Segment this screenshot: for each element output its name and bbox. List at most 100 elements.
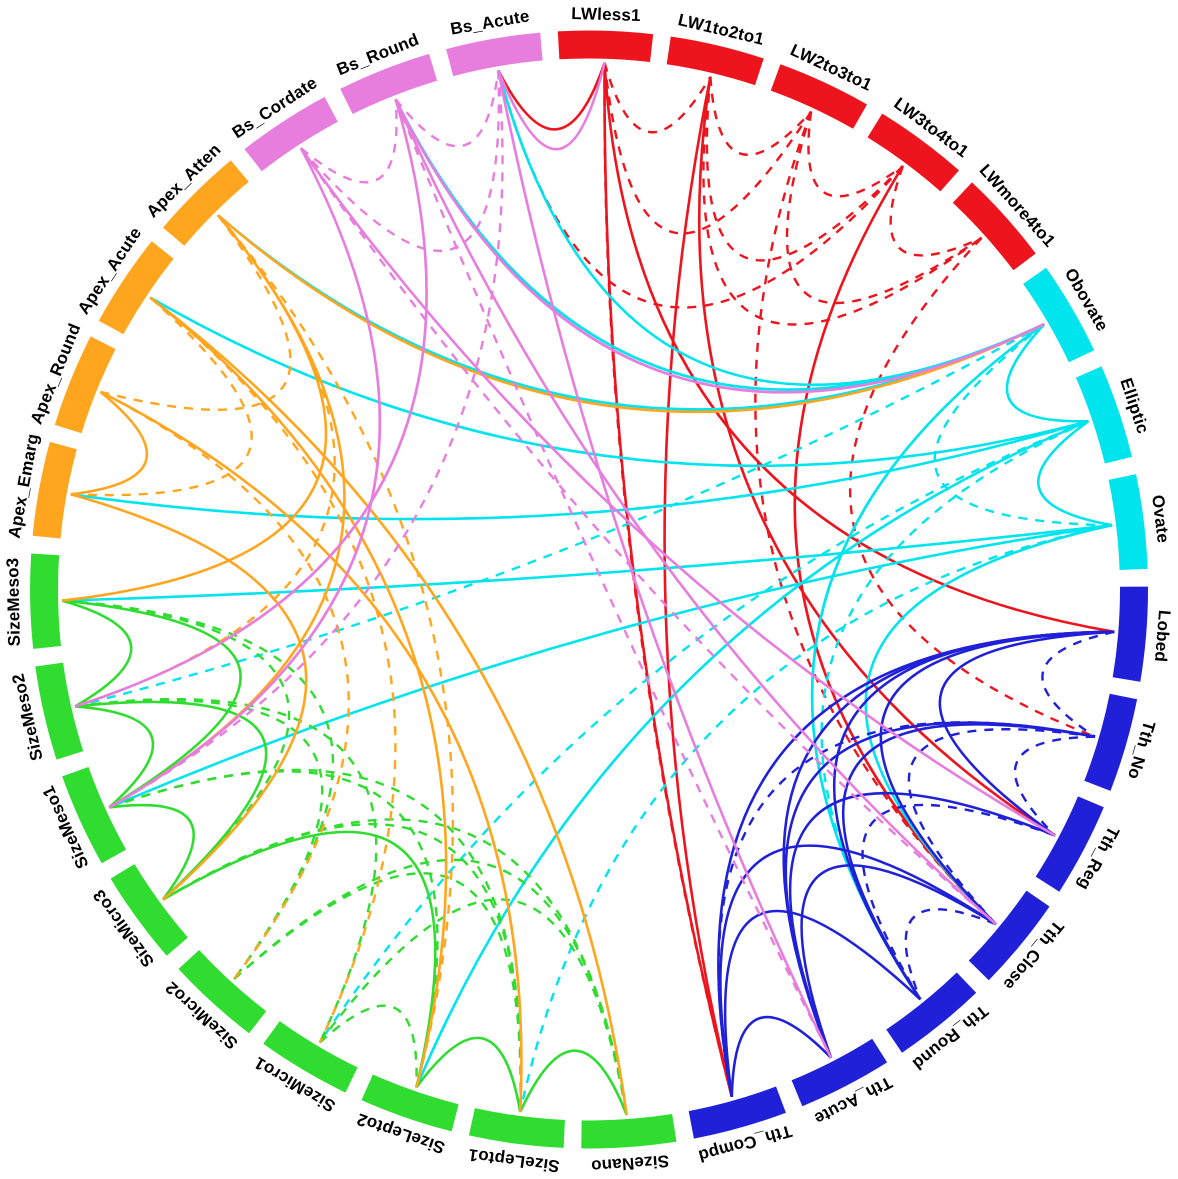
chord-Bs_Round-SizeMeso2 (74, 98, 428, 708)
arc-segment-SizeMeso2 (35, 662, 84, 760)
chord-Tth_Close-Tth_Round (904, 908, 997, 1000)
chord-Bs_Round-Bs_Acute (394, 70, 500, 148)
chord-SizeLepto1-SizeNano (519, 1049, 628, 1116)
chord-SizeLepto2-SizeLepto1 (415, 1036, 522, 1113)
arc-segment-Apex_Emarg (32, 441, 77, 539)
chord-LWless1-LW1to2to1 (603, 62, 712, 134)
chord-Bs_Cordate-SizeMeso1 (108, 147, 381, 809)
chord-SizeMeso1-SizeMicro3 (109, 803, 195, 901)
arc-segment-Bs_Round (340, 53, 438, 114)
arc-segment-LW3to4to1 (867, 113, 959, 192)
arc-segment-SizeMeso1 (62, 767, 127, 864)
chord-Bs_Cordate-Bs_Acute (299, 70, 501, 253)
arc-segment-SizeNano (581, 1114, 677, 1149)
chord-LWless1-LW2to3to1 (603, 62, 813, 235)
arc-segment-Apex_Acute (98, 241, 174, 335)
ring-segments-layer (30, 30, 1149, 1149)
chords-layer (61, 62, 1115, 1116)
arc-segment-Tth_Round (886, 972, 977, 1053)
chord-Tth_Close-Tth_Acute (800, 864, 997, 1059)
chord-Elliptic-SizeMicro1 (318, 420, 1089, 1044)
chord-Tth_Round-Tth_Compd (723, 909, 922, 1097)
chord-Obovate-SizeMeso2 (74, 323, 1045, 708)
segment-label-SizeMeso3: SizeMeso3 (3, 557, 25, 647)
arc-segment-LWless1 (557, 30, 654, 62)
chord-Apex_Emarg-SizeMicro3 (70, 493, 308, 901)
chord-Bs_Round-Tth_Acute (394, 98, 833, 1059)
chord-Tth_Reg-Tth_Round (861, 803, 1056, 1001)
chord-SizeMeso2-SizeMicro1 (74, 698, 378, 1044)
chord-Apex_Emarg-Apex_Acute (70, 296, 253, 497)
chord-LWless1-Tth_Compd (603, 62, 734, 1098)
chord-LW3to4to1-LWmore4to1 (889, 165, 983, 257)
chord-Ovate-SizeLepto1 (519, 524, 1113, 1113)
arc-segment-Bs_Acute (446, 32, 543, 77)
chord-Apex_Round-SizeMicro2 (99, 390, 350, 980)
arc-segment-SizeMicro2 (178, 950, 267, 1034)
arc-segment-LWmore4to1 (952, 182, 1036, 271)
chord-Elliptic-Apex_Acute (149, 296, 1089, 468)
arc-segment-Apex_Round (54, 336, 116, 434)
chord-LW1to2to1-Tth_Compd (663, 76, 734, 1098)
arc-segment-Ovate (1108, 474, 1148, 570)
chord-SizeMeso2-SizeMeso1 (75, 705, 155, 809)
chord-SizeMeso3-SizeMicro2 (62, 599, 335, 980)
arc-segment-LW2to3to1 (770, 64, 867, 129)
chord-Ovate-SizeMeso1 (108, 523, 1113, 809)
arc-segment-Tth_No (1084, 693, 1138, 791)
chord-Tth_Acute-Tth_Compd (730, 1015, 832, 1097)
chord-LW3to4to1-Tth_Close (793, 165, 997, 926)
chord-Bs_Round-Tth_Close (394, 98, 997, 926)
chord-Apex_Acute-SizeNano (149, 296, 628, 1116)
chord-Lobed-Tth_No (1041, 630, 1115, 738)
chord-Bs_Round-Obovate (394, 98, 1045, 394)
chord-SizeMicro1-SizeNano (318, 898, 628, 1116)
chord-SizeMicro3-SizeNano (162, 818, 628, 1116)
chord-Lobed-Tth_Reg (938, 630, 1115, 837)
chord-Tth_No-Tth_Compd (717, 721, 1096, 1098)
arc-segment-Tth_Compd (688, 1086, 786, 1139)
chord-Elliptic-SizeLepto2 (415, 419, 1089, 1088)
chord-LWless1-Tth_Compd (603, 62, 733, 1098)
chord-Ovate-SizeMeso3 (62, 523, 1113, 602)
arc-segment-Bs_Cordate (244, 97, 338, 172)
chord-Bs_Acute-LWless1 (497, 62, 606, 151)
chord-LWless1-Bs_Acute (497, 62, 606, 131)
chord-Obovate-Bs_Acute (497, 70, 1045, 387)
chord-LW1to2to1-LW2to3to1 (709, 76, 812, 156)
segment-label-Lobed: Lobed (1151, 608, 1175, 663)
arc-segment-SizeLepto1 (468, 1108, 565, 1148)
chord-Obovate-Elliptic (1005, 323, 1089, 423)
chord-Bs_Cordate-Bs_Round (300, 99, 398, 184)
chord-Elliptic-Ovate (1037, 420, 1113, 527)
chord-SizeMicro2-SizeNano (233, 858, 628, 1116)
chord-Apex_Atten-SizeLepto2 (217, 214, 455, 1088)
arc-segment-Lobed (1112, 586, 1149, 682)
chord-LWless1-Lobed (603, 62, 1115, 634)
arc-segment-Apex_Atten (163, 160, 249, 246)
arc-segment-SizeLepto2 (361, 1074, 459, 1132)
arc-segment-SizeMicro3 (110, 864, 188, 956)
chord-Tth_Reg-Tth_Acute (788, 792, 1056, 1059)
chord-Bs_Acute-Tth_Acute (497, 70, 833, 1059)
arc-segment-SizeMeso3 (30, 553, 61, 649)
arc-segment-Tth_Acute (791, 1038, 888, 1107)
chord-Tth_Close-Tth_Compd (719, 844, 997, 1098)
segment-label-LWless1: LWless1 (571, 3, 642, 25)
chord-SizeMeso1-SizeLepto1 (108, 768, 523, 1113)
chord-SizeMeso3-SizeMeso1 (61, 599, 242, 809)
arc-segment-LW1to2to1 (666, 36, 764, 86)
arc-segment-Tth_Reg (1035, 796, 1104, 892)
chord-SizeMeso2-SizeMicro3 (74, 700, 268, 901)
chord-Obovate-Apex_Atten (217, 214, 1045, 411)
chord-Apex_Atten-SizeMeso2 (74, 214, 336, 708)
chord-Bs_Acute-SizeMeso1 (108, 70, 504, 809)
chord-LW2to3to1-LW3to4to1 (807, 111, 904, 198)
chord-Lobed-Tth_Compd (717, 630, 1115, 1098)
chord-LW1to2to1-Tth_Reg (697, 76, 1056, 837)
arc-segment-SizeMicro1 (263, 1021, 358, 1093)
chord-LW2to3to1-Tth_Close (754, 111, 997, 926)
chord-Tth_No-Tth_Close (907, 728, 1096, 926)
